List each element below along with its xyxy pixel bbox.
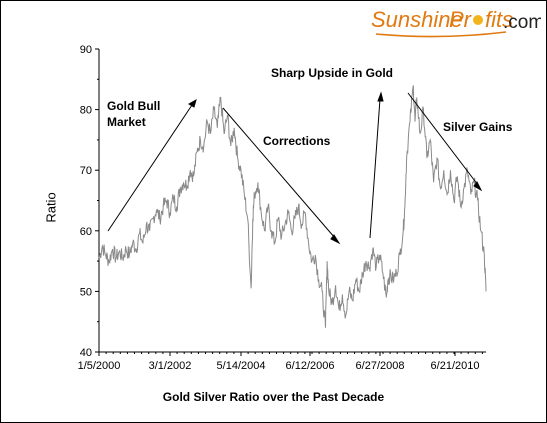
y-tick-label: 90 [80, 44, 92, 56]
arrow-silver-gains [407, 92, 479, 186]
annotation-gold-bull-line2: Market [107, 115, 146, 129]
y-tick-label: 60 [80, 226, 92, 238]
logo-sun-icon [473, 15, 483, 25]
ratio-series-line [98, 85, 487, 328]
arrow-sharp-upside-head [377, 91, 384, 102]
arrow-gold-bull [107, 104, 193, 232]
axes [98, 49, 486, 353]
arrow-silver-gains-head [473, 181, 483, 192]
annotation-silver-gains: Silver Gains [443, 120, 513, 134]
x-ticks: 1/5/2000 3/1/2002 5/14/2004 6/12/2006 6/27/2… [78, 352, 483, 372]
x-tick-label: 3/1/2002 [149, 360, 192, 372]
y-axis-label: Ratio [43, 192, 59, 223]
logo-swoosh-icon [375, 31, 507, 38]
logo-domain: .com [503, 12, 541, 33]
sunshine-profits-logo: Sunshine Pr fits .com [371, 4, 544, 49]
arrow-corrections [222, 107, 336, 239]
logo-word-2: Pr [449, 7, 473, 32]
x-tick-label: 6/21/2010 [431, 360, 480, 372]
logo-svg: Sunshine Pr fits .com [371, 7, 544, 38]
x-tick-label: 6/12/2006 [286, 360, 335, 372]
logo-word-1: Sunshine [371, 7, 463, 32]
y-tick-label: 50 [80, 286, 92, 298]
x-tick-label: 6/27/2008 [356, 360, 405, 372]
y-tick-label: 40 [80, 347, 92, 359]
arrow-corrections-head [330, 234, 341, 245]
annotations: Gold Bull Market Corrections Sharp Upsid… [107, 66, 513, 245]
annotation-sharp-upside: Sharp Upside in Gold [271, 66, 393, 80]
x-tick-label: 1/5/2000 [78, 360, 121, 372]
chart-caption: Gold Silver Ratio over the Past Decade [162, 390, 385, 404]
arrow-gold-bull-head [188, 98, 197, 108]
y-tick-label: 70 [80, 165, 92, 177]
y-tick-label: 80 [80, 105, 92, 117]
x-tick-label: 5/14/2004 [217, 360, 266, 372]
logo-word-3: fits [485, 7, 513, 32]
arrow-sharp-upside [369, 98, 381, 239]
annotation-corrections: Corrections [263, 134, 331, 148]
annotation-gold-bull-line1: Gold Bull [107, 99, 160, 113]
y-ticks: 40 50 60 70 80 90 [80, 44, 99, 359]
